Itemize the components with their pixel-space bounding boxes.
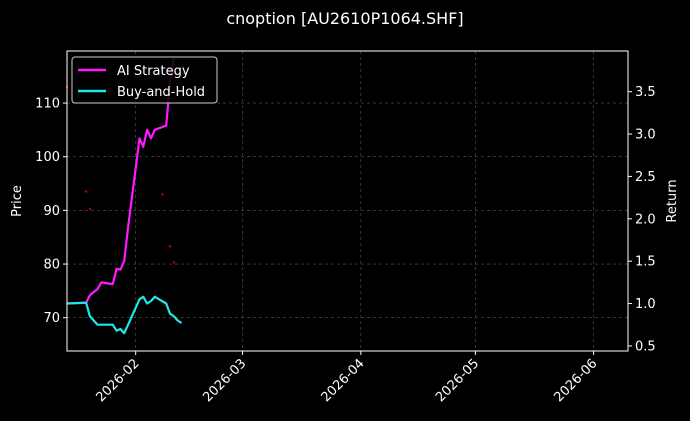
y2-tick-label: 3.0 (635, 128, 656, 143)
y2-tick-label: 3.5 (635, 85, 656, 100)
y2-tick-label: 2.5 (635, 170, 656, 185)
y2-tick-label: 1.0 (635, 297, 656, 312)
y-tick-label: 80 (43, 258, 60, 273)
legend-label-ai-strategy: AI Strategy (117, 64, 190, 79)
series-lines (66, 57, 183, 335)
line-buy-and-hold (66, 295, 183, 335)
y2-tick-label: 0.5 (635, 339, 656, 354)
y-axis-left: 70 80 90 100 110 (35, 97, 67, 326)
legend[interactable]: AI Strategy Buy-and-Hold (71, 56, 218, 104)
signal-marker (88, 207, 92, 210)
y-tick-label: 110 (35, 97, 60, 112)
y2-axis-label: Return (665, 179, 680, 222)
y-tick-label: 100 (35, 150, 60, 165)
legend-label-buy-and-hold: Buy-and-Hold (117, 85, 205, 100)
y2-tick-label: 1.5 (635, 255, 656, 270)
signal-marker (161, 193, 164, 196)
signal-marker (172, 261, 176, 264)
y2-tick-label: 2.0 (635, 212, 656, 227)
plot-frame (66, 50, 629, 352)
line-ai-strategy (66, 57, 175, 305)
legend-box (71, 56, 218, 104)
signal-markers (65, 85, 176, 264)
y-tick-label: 90 (43, 204, 60, 219)
chart-title: cnoption [AU2610P1064.SHF] (226, 9, 463, 28)
y-tick-label: 70 (43, 311, 60, 326)
y-axis-label: Price (10, 185, 25, 217)
y-axis-right: 0.5 1.0 1.5 2.0 2.5 3.0 3.5 (628, 85, 656, 354)
signal-marker (84, 190, 88, 193)
signal-marker (168, 245, 172, 248)
